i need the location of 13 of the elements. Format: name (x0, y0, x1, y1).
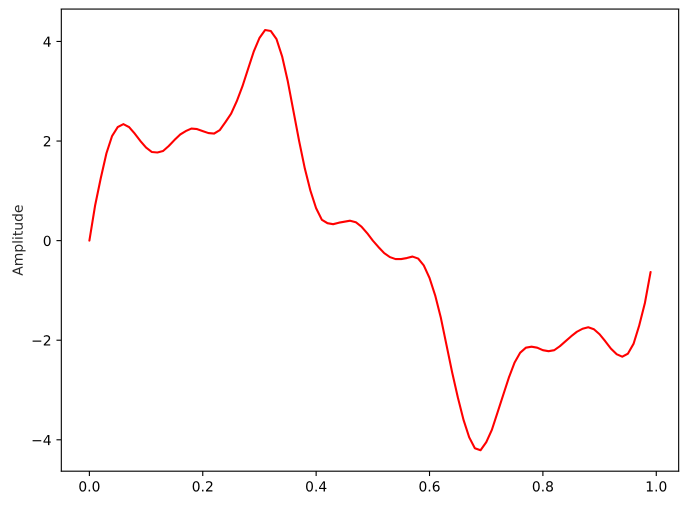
x-tick-label: 0.8 (532, 481, 553, 492)
y-tick-label: 4 (43, 36, 51, 47)
x-tick-label: 0.4 (306, 481, 326, 492)
x-tick-label: 1.0 (646, 481, 666, 492)
line-series (88, 28, 652, 452)
y-tick-label: −2 (32, 335, 50, 346)
y-axis-title: Amplitude (12, 205, 26, 276)
y-tick-label: −4 (32, 434, 51, 446)
x-tick-label: 0.6 (419, 481, 440, 492)
y-tick-label: 2 (44, 136, 50, 146)
x-tick-label: 0.2 (192, 481, 212, 492)
x-tick-label: 0.0 (79, 481, 100, 492)
y-tick-label: 0 (44, 236, 51, 246)
